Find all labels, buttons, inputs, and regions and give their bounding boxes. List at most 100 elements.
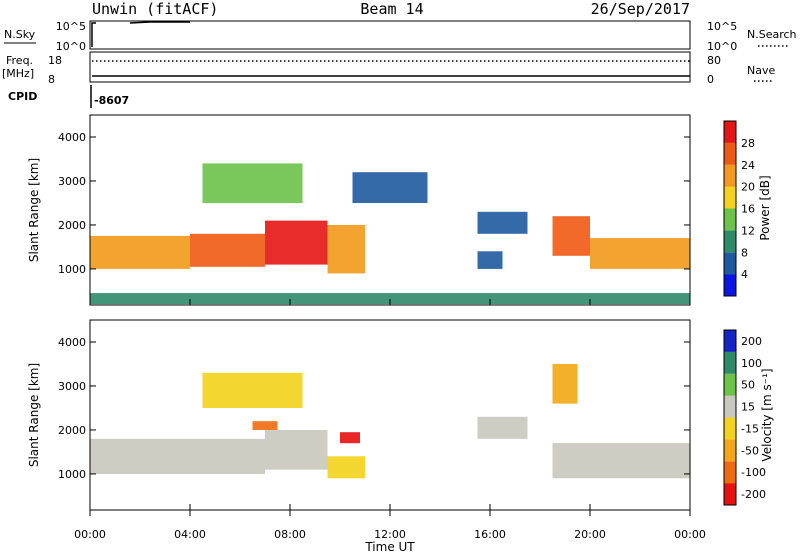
time-axis-label: Time UT	[364, 540, 415, 554]
velocity-y-ticks: 1000 2000 3000 4000	[58, 336, 691, 510]
time-axis-ticks: 00:00 04:00 08:00 12:00 16:00 20:00 00:00	[74, 510, 706, 541]
velocity-colorbar-swatch-0	[724, 483, 736, 505]
velocity-colorbar-swatch-1	[724, 461, 736, 484]
site-title: Unwin (fitACF)	[92, 0, 218, 18]
velocity-ytick-label-3: 4000	[58, 336, 86, 349]
velocity-colorbar-ticks: 200 100 50 15 -15 -50 -100 -200	[741, 335, 766, 501]
velocity-region-8	[552, 364, 578, 404]
nave-tick-low: 0	[707, 73, 714, 86]
velocity-region-3	[252, 421, 278, 430]
nsearch-tick-low: 10^0	[707, 40, 737, 53]
power-colorbar-tick-3: 16	[741, 203, 755, 216]
cpid-label: CPID	[8, 90, 37, 103]
velocity-colorbar-tick-3: 15	[741, 401, 755, 414]
power-frame	[89, 114, 691, 306]
velocity-colorbar-tick-6: -100	[741, 466, 766, 479]
power-colorbar-swatch-6	[724, 142, 736, 165]
power-region-7	[477, 251, 503, 269]
nave-tick-high: 80	[707, 54, 721, 67]
velocity-colorbar-tick-1: 100	[741, 357, 762, 370]
power-ytick-label-2: 3000	[58, 175, 86, 188]
velocity-panel: 1000 2000 3000 4000 Slant Range [km]	[27, 319, 691, 511]
velocity-colorbar-swatch-2	[724, 439, 736, 462]
power-colorbar-swatch-1	[724, 252, 736, 275]
power-region-0	[90, 235, 190, 269]
velocity-colorbar-swatch-4	[724, 395, 736, 418]
velocity-colorbar-swatches	[724, 330, 736, 505]
time-tick-label-3: 12:00	[374, 528, 406, 541]
time-tick-label-0: 00:00	[74, 528, 106, 541]
velocity-colorbar-tick-0: 200	[741, 335, 762, 348]
power-colorbar-swatches	[724, 121, 736, 296]
freq-label: Freq.	[6, 54, 33, 67]
velocity-colorbar-tick-2: 50	[741, 379, 755, 392]
velocity-colorbar-swatch-5	[724, 373, 736, 396]
velocity-colorbar-label: Velocity [m s⁻¹]	[760, 368, 774, 461]
velocity-ytick-label-2: 3000	[58, 380, 86, 393]
power-region-5	[352, 172, 428, 203]
velocity-region-5	[202, 372, 303, 408]
freq-tick-high: 18	[48, 54, 62, 67]
power-region-1	[190, 233, 265, 267]
velocity-ytick-label-0: 1000	[58, 468, 86, 481]
nsky-label: N.Sky	[4, 28, 36, 41]
power-colorbar-swatch-7	[724, 121, 736, 143]
power-marks	[90, 163, 690, 305]
power-colorbar-ticks: 4 8 12 16 20 24 28	[741, 137, 755, 281]
power-colorbar-tick-5: 24	[741, 159, 755, 172]
velocity-colorbar-frame	[723, 329, 737, 506]
velocity-ylabel: Slant Range [km]	[27, 363, 41, 467]
power-ytick-label-1: 2000	[58, 219, 86, 232]
power-ylabel: Slant Range [km]	[27, 158, 41, 262]
power-region-8	[552, 216, 590, 256]
power-y-ticks: 1000 2000 3000 4000	[58, 131, 691, 305]
power-colorbar-swatch-2	[724, 230, 736, 253]
power-ytick-label-0: 1000	[58, 263, 86, 276]
cpid-value: -8607	[94, 94, 129, 107]
nsky-panel	[89, 20, 691, 50]
power-colorbar-tick-6: 28	[741, 137, 755, 150]
power-colorbar-tick-0: 4	[741, 268, 748, 281]
power-colorbar: 4 8 12 16 20 24 28 Power [dB]	[723, 120, 772, 297]
power-colorbar-frame	[723, 120, 737, 297]
power-region-9	[590, 238, 690, 269]
nsky-tick-low: 10^0	[56, 40, 86, 53]
nsky-trace	[91, 21, 190, 47]
power-region-10	[90, 293, 690, 305]
velocity-region-4	[340, 432, 360, 444]
velocity-marks	[90, 364, 690, 479]
nsky-tick-high: 10^5	[56, 20, 86, 33]
date-title: 26/Sep/2017	[591, 0, 690, 18]
velocity-region-6	[477, 416, 528, 439]
time-tick-label-4: 16:00	[474, 528, 506, 541]
velocity-frame	[89, 319, 691, 511]
velocity-ytick-label-1: 2000	[58, 424, 86, 437]
nsearch-label: N.Search	[747, 28, 797, 41]
power-colorbar-tick-1: 8	[741, 246, 748, 259]
power-colorbar-tick-2: 12	[741, 224, 755, 237]
power-colorbar-swatch-3	[724, 208, 736, 231]
power-colorbar-label: Power [dB]	[758, 175, 772, 240]
velocity-colorbar: 200 100 50 15 -15 -50 -100 -200 Velocity [m s⁻¹…	[723, 329, 774, 506]
velocity-region-7	[552, 443, 690, 479]
time-tick-label-2: 08:00	[274, 528, 306, 541]
power-region-4	[202, 163, 303, 203]
power-colorbar-swatch-0	[724, 274, 736, 296]
power-panel: 1000 2000 3000 4000 Slant Range [km]	[27, 114, 691, 306]
power-region-2	[265, 220, 328, 265]
velocity-colorbar-swatch-6	[724, 351, 736, 374]
velocity-region-0	[90, 438, 265, 474]
freq-tick-low: 8	[48, 73, 55, 86]
velocity-colorbar-tick-5: -50	[741, 444, 759, 457]
nsearch-tick-high: 10^5	[707, 20, 737, 33]
power-colorbar-tick-4: 20	[741, 181, 755, 194]
power-region-3	[327, 225, 365, 274]
velocity-region-2	[327, 456, 365, 479]
velocity-colorbar-swatch-7	[724, 330, 736, 352]
power-region-6	[477, 211, 528, 234]
beam-title: Beam 14	[360, 0, 423, 18]
time-tick-label-1: 04:00	[174, 528, 206, 541]
power-ytick-label-3: 4000	[58, 131, 86, 144]
velocity-colorbar-swatch-3	[724, 417, 736, 440]
